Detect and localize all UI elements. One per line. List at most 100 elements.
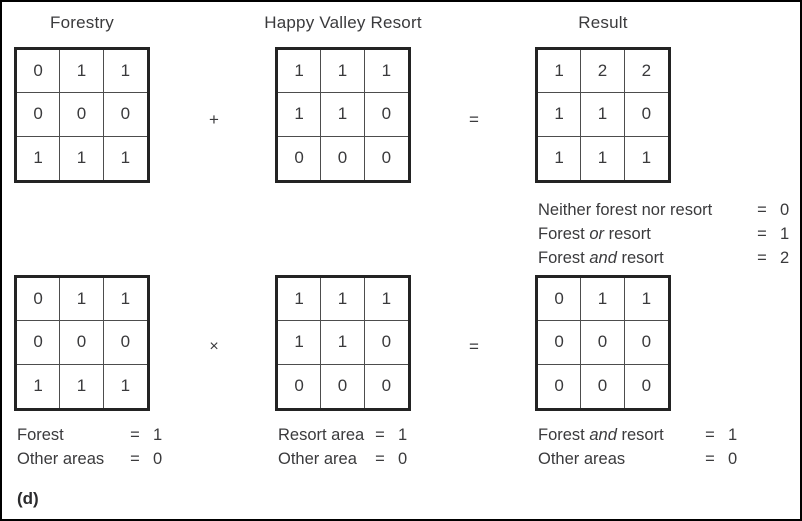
legend-row: Other area = 0 — [278, 447, 407, 471]
grid-cell: 0 — [17, 50, 61, 94]
grid-cell: 1 — [278, 278, 322, 322]
grid-cell: 0 — [641, 376, 652, 396]
grid-cell: 1 — [538, 136, 582, 180]
equals-sign: = — [130, 449, 140, 468]
grid-cell: 0 — [103, 93, 147, 137]
grid-cell: 0 — [538, 364, 582, 408]
grid-cell: 1 — [120, 376, 131, 396]
legend-label: Forest or resort — [538, 224, 651, 243]
grid-cell: 1 — [321, 93, 365, 137]
legend-row: Other areas = 0 — [538, 447, 737, 471]
grid-cell: 0 — [538, 321, 582, 365]
forestry-legend: Forest = 1 Other areas = 0 — [17, 423, 162, 471]
grid-cell: 0 — [321, 136, 365, 180]
grid-cell: 0 — [364, 321, 408, 365]
legend-label: Forest — [17, 425, 64, 444]
legend-label: Forest and resort — [538, 248, 664, 267]
equals-sign-top: = — [469, 110, 479, 129]
legend-row: Resort area = 1 — [278, 423, 407, 447]
grid-cell: 1 — [321, 321, 365, 365]
grid-cell: 0 — [278, 364, 322, 408]
legend-row: Forest and resort = 1 — [538, 423, 737, 447]
legend-value: 1 — [780, 224, 790, 243]
equals-sign: = — [757, 200, 767, 219]
grid-cell: 1 — [120, 148, 131, 168]
legend-value: 2 — [780, 248, 790, 267]
grid-cell: 0 — [103, 321, 147, 365]
legend-label: Forest and resort — [538, 425, 664, 444]
grid-cell: 1 — [581, 278, 625, 322]
equals-sign-bottom: = — [469, 337, 479, 356]
grid-cell: 0 — [624, 93, 668, 137]
grid-cell: 1 — [17, 364, 61, 408]
grid-cell: 2 — [624, 50, 668, 94]
grid-cell: 1 — [364, 50, 408, 94]
grid-cell: 1 — [624, 278, 668, 322]
legend-value: 0 — [780, 200, 790, 219]
multiply-operator: × — [209, 338, 219, 355]
grid-cell: 1 — [538, 93, 582, 137]
grid-cell: 1 — [321, 50, 365, 94]
grid-cell: 0 — [624, 321, 668, 365]
legend-value: 1 — [398, 425, 408, 444]
legend-row: Forest = 1 — [17, 423, 162, 447]
grid-cell: 1 — [278, 50, 322, 94]
grid-cell: 1 — [581, 136, 625, 180]
legend-value: 1 — [728, 425, 738, 444]
grid-cell: 1 — [278, 321, 322, 365]
equals-sign: = — [375, 449, 385, 468]
grid-cell: 1 — [538, 50, 582, 94]
equals-sign: = — [130, 425, 140, 444]
legend-row: Forest or resort = 1 — [538, 222, 789, 246]
grid-cell: 1 — [103, 278, 147, 322]
title-forestry: Forestry — [50, 13, 114, 32]
grid-cell: 0 — [17, 321, 61, 365]
multiplication-result-legend: Forest and resort = 1 Other areas = 0 — [538, 423, 737, 471]
grid-cell: 1 — [60, 278, 104, 322]
resort-legend: Resort area = 1 Other area = 0 — [278, 423, 407, 471]
grid-cell: 1 — [17, 136, 61, 180]
grid-cell: 0 — [17, 278, 61, 322]
grid-cell: 1 — [103, 50, 147, 94]
grid-cell: 2 — [581, 50, 625, 94]
legend-value: 1 — [153, 425, 163, 444]
legend-row: Neither forest nor resort = 0 — [538, 198, 789, 222]
equals-sign: = — [757, 224, 767, 243]
grid-cell: 1 — [641, 148, 652, 168]
grid-cell: 0 — [381, 148, 392, 168]
grid-cell: 0 — [364, 93, 408, 137]
title-happy-valley-resort: Happy Valley Resort — [264, 13, 422, 32]
grid-cell: 0 — [60, 321, 104, 365]
legend-value: 0 — [728, 449, 738, 468]
grid-cell: 0 — [278, 136, 322, 180]
legend-label: Other areas — [17, 449, 105, 468]
grid-cell: 1 — [364, 278, 408, 322]
legend-row: Forest and resort = 2 — [538, 246, 789, 270]
grid-cell: 1 — [581, 93, 625, 137]
equals-sign: = — [705, 425, 715, 444]
legend-value: 0 — [398, 449, 408, 468]
equals-sign: = — [375, 425, 385, 444]
figure-label: (d) — [17, 489, 39, 508]
legend-row: Other areas = 0 — [17, 447, 162, 471]
grid-cell: 0 — [321, 364, 365, 408]
grid-cell: 0 — [60, 93, 104, 137]
grid-cell: 1 — [60, 364, 104, 408]
legend-label: Resort area — [278, 425, 365, 444]
grid-cell: 1 — [60, 50, 104, 94]
legend-label: Other areas — [538, 449, 626, 468]
grid-cell: 0 — [17, 93, 61, 137]
equals-sign: = — [705, 449, 715, 468]
legend-label: Neither forest nor resort — [538, 200, 713, 219]
legend-value: 0 — [153, 449, 163, 468]
grid-cell: 0 — [381, 376, 392, 396]
grid-cell: 0 — [538, 278, 582, 322]
plus-operator: + — [209, 110, 219, 129]
grid-cell: 1 — [321, 278, 365, 322]
